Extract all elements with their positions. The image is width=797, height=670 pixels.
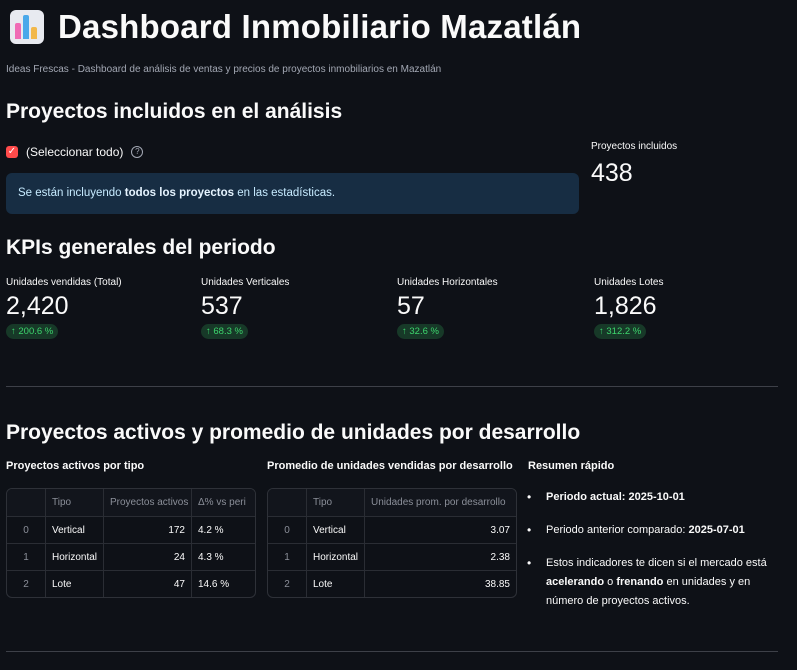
kpi-verticales: Unidades Verticales 537 ↑ 68.3 % (201, 277, 289, 339)
table-cell[interactable]: Horizontal (45, 544, 103, 570)
active-projects-heading: Proyectos activos y promedio de unidades… (6, 421, 581, 444)
bar-chart-icon (10, 10, 44, 44)
summary-note-1: Estos indicadores te dicen si el mercado… (546, 557, 767, 569)
table-cell[interactable]: 4.2 % (191, 517, 255, 543)
info-text-bold: todos los proyectos (124, 187, 235, 199)
select-all-label[interactable]: (Seleccionar todo) (26, 145, 124, 159)
column-header[interactable]: Tipo (306, 489, 364, 516)
column-header[interactable]: Tipo (45, 489, 103, 516)
bottom-divider (6, 651, 778, 652)
select-all-row[interactable]: ✓ (Seleccionar todo) ? (6, 145, 144, 159)
kpi-label: Unidades Horizontales (397, 277, 498, 288)
list-item: Periodo actual: 2025-10-01 (527, 488, 787, 507)
row-index: 0 (284, 524, 290, 536)
row-index: 1 (23, 551, 29, 563)
kpi-delta: ↑ 312.2 % (594, 324, 647, 339)
table-cell[interactable]: 14.6 % (191, 571, 255, 597)
table-cell[interactable]: 24 (103, 544, 191, 570)
table-cell[interactable]: 2.38 (364, 544, 516, 570)
summary-note-3: en unidades y en número de proyectos act… (546, 576, 751, 607)
summary-note-bold-2: frenando (616, 576, 664, 588)
projects-included-label: Proyectos incluidos (591, 141, 678, 152)
kpi-value: 537 (201, 292, 243, 320)
kpi-label: Unidades vendidas (Total) (6, 277, 122, 288)
info-text-suffix: en las estadísticas. (234, 187, 336, 199)
table-cell[interactable]: 38.85 (364, 571, 516, 597)
kpi-value: 57 (397, 292, 425, 320)
kpi-delta: ↑ 68.3 % (201, 324, 248, 339)
page-title: Dashboard Inmobiliario Mazatlán (58, 8, 582, 45)
kpi-value: 1,826 (594, 292, 657, 320)
kpi-value: 2,420 (6, 292, 69, 320)
column-header[interactable]: Unidades prom. por desarrollo (364, 489, 516, 516)
column-header[interactable] (268, 489, 306, 516)
table-row[interactable]: 1 Horizontal 2.38 (268, 543, 516, 570)
table-cell[interactable]: 3.07 (364, 517, 516, 543)
projects-included-value: 438 (591, 159, 633, 187)
table-row[interactable]: 0 Vertical 3.07 (268, 516, 516, 543)
previous-period-value: 2025-07-01 (688, 524, 745, 536)
avg-units-table[interactable]: Tipo Unidades prom. por desarrollo 0 Ver… (267, 488, 517, 598)
page-subtitle: Ideas Frescas - Dashboard de análisis de… (6, 64, 442, 75)
list-item: Periodo anterior comparado: 2025-07-01 (527, 521, 787, 540)
table-header-row: Tipo Proyectos activos Δ% vs peri (7, 489, 255, 516)
kpi-label: Unidades Lotes (594, 277, 664, 288)
active-projects-table[interactable]: Tipo Proyectos activos Δ% vs peri 0 Vert… (6, 488, 256, 598)
page-header: Dashboard Inmobiliario Mazatlán (10, 8, 581, 46)
kpis-heading: KPIs generales del periodo (6, 236, 276, 259)
table-cell[interactable]: Lote (45, 571, 103, 597)
row-index: 0 (23, 524, 29, 536)
table2-title: Promedio de unidades vendidas por desarr… (267, 460, 513, 472)
table-row[interactable]: 2 Lote 38.85 (268, 570, 516, 597)
info-alert: Se están incluyendo todos los proyectos … (6, 173, 579, 214)
select-all-checkbox[interactable]: ✓ (6, 146, 18, 158)
kpi-lotes: Unidades Lotes 1,826 ↑ 312.2 % (594, 277, 664, 339)
projects-heading: Proyectos incluidos en el análisis (6, 100, 343, 123)
column-header[interactable] (7, 489, 45, 516)
table-row[interactable]: 1 Horizontal 24 4.3 % (7, 543, 255, 570)
info-text-prefix: Se están incluyendo (18, 187, 125, 199)
column-header[interactable]: Δ% vs peri (191, 489, 255, 516)
previous-period-label: Periodo anterior comparado: (546, 524, 689, 536)
column-header[interactable]: Proyectos activos (103, 489, 191, 516)
kpi-delta: ↑ 32.6 % (397, 324, 444, 339)
row-index: 1 (284, 551, 290, 563)
row-index: 2 (23, 578, 29, 590)
kpi-label: Unidades Verticales (201, 277, 290, 288)
table1-title: Proyectos activos por tipo (6, 460, 145, 472)
summary-title: Resumen rápido (528, 460, 615, 472)
kpi-horizontales: Unidades Horizontales 57 ↑ 32.6 % (397, 277, 498, 339)
table-cell[interactable]: 172 (103, 517, 191, 543)
current-period-label: Periodo actual: (546, 491, 629, 503)
table-cell[interactable]: 47 (103, 571, 191, 597)
table-cell[interactable]: 4.3 % (191, 544, 255, 570)
summary-list: Periodo actual: 2025-10-01 Periodo anter… (527, 488, 787, 625)
kpi-total: Unidades vendidas (Total) 2,420 ↑ 200.6 … (6, 277, 122, 339)
summary-note-2: o (604, 576, 617, 588)
table-row[interactable]: 2 Lote 47 14.6 % (7, 570, 255, 597)
table-row[interactable]: 0 Vertical 172 4.2 % (7, 516, 255, 543)
table-cell[interactable]: Vertical (45, 517, 103, 543)
table-cell[interactable]: Horizontal (306, 544, 364, 570)
section-divider (6, 386, 778, 387)
kpi-delta: ↑ 200.6 % (6, 324, 59, 339)
table-header-row: Tipo Unidades prom. por desarrollo (268, 489, 516, 516)
list-item: Estos indicadores te dicen si el mercado… (527, 554, 787, 611)
table-cell[interactable]: Vertical (306, 517, 364, 543)
current-period-value: 2025-10-01 (628, 491, 685, 503)
table-cell[interactable]: Lote (306, 571, 364, 597)
row-index: 2 (284, 578, 290, 590)
help-icon[interactable]: ? (131, 146, 144, 158)
summary-note-bold-1: acelerando (546, 576, 605, 588)
